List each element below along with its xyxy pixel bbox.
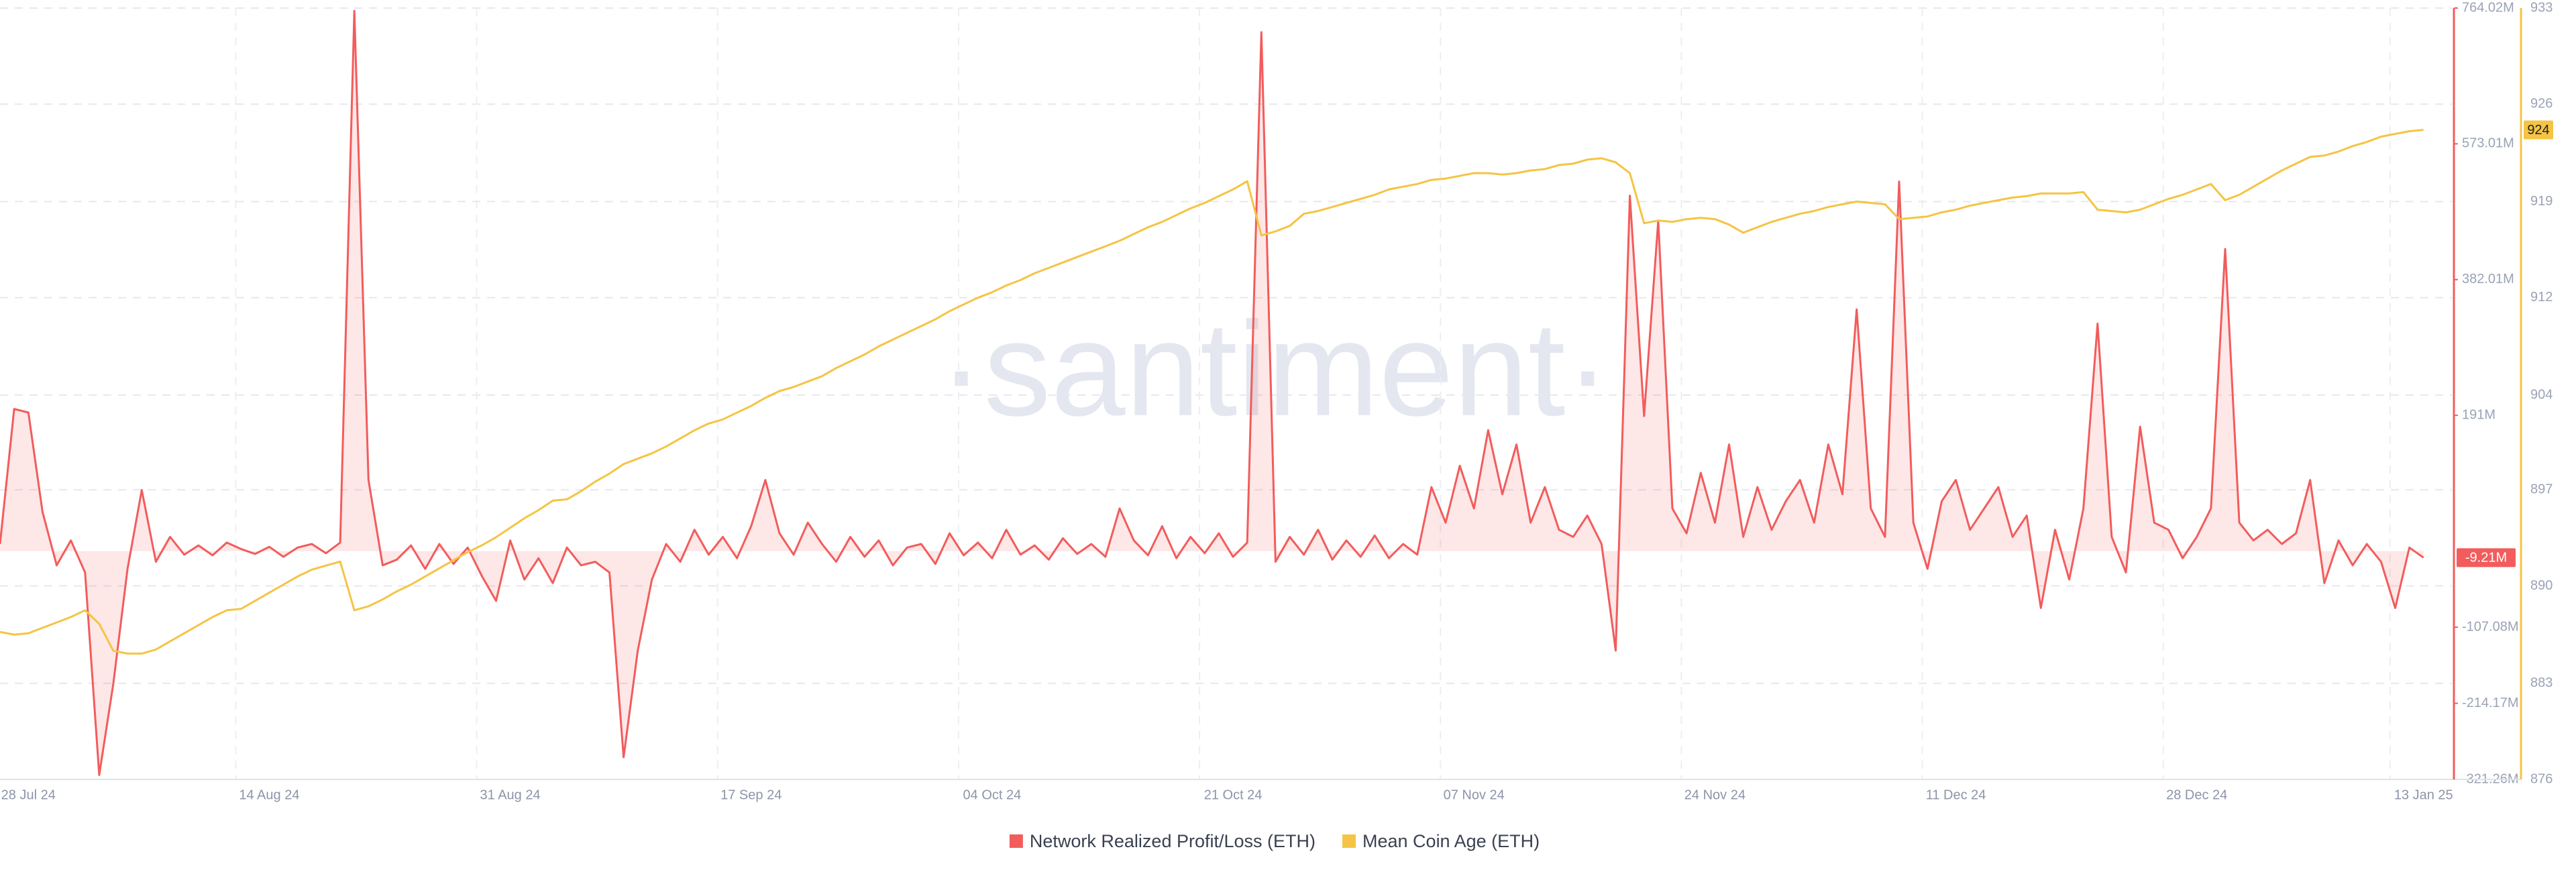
x-tick-label: 07 Nov 24 [1444, 787, 1505, 802]
x-tick-label: 14 Aug 24 [239, 787, 299, 802]
watermark: ·santiment· [939, 294, 1610, 444]
current-value-badge [2457, 548, 2516, 567]
legend-label: Network Realized Profit/Loss (ETH) [1030, 831, 1316, 851]
x-tick-label: 17 Sep 24 [720, 787, 782, 802]
current-value-label: -9.21M [2465, 551, 2507, 565]
y-tick-label: -107.08M [2462, 619, 2519, 634]
y2-tick-label: 904 [2530, 387, 2553, 402]
x-tick-label: 24 Nov 24 [1684, 787, 1746, 802]
legend-swatch [1009, 834, 1023, 848]
y2-tick-label: 876 [2530, 771, 2553, 786]
x-tick-label: 28 Dec 24 [2166, 787, 2227, 802]
y-tick-label: 382.01M [2462, 272, 2514, 286]
x-tick-label: 31 Aug 24 [480, 787, 541, 802]
y-tick-label: -214.17M [2462, 696, 2519, 710]
y-tick-label: 764.02M [2462, 0, 2514, 15]
x-tick-label: 11 Dec 24 [1926, 787, 1986, 802]
series-line [0, 9, 2424, 776]
y2-tick-label: 926 [2530, 97, 2553, 111]
x-tick-label: 21 Oct 24 [1204, 787, 1263, 802]
y2-tick-label: 912 [2530, 290, 2553, 305]
y-tick-label: 191M [2462, 407, 2496, 422]
legend: Network Realized Profit/Loss (ETH) Mean C… [1009, 831, 1540, 851]
legend-label: Mean Coin Age (ETH) [1362, 831, 1540, 851]
x-tick-label: 28 Jul 24 [1, 787, 56, 802]
y2-tick-label: 883 [2530, 675, 2553, 690]
y2-tick-label: 933 [2530, 0, 2553, 15]
current-value-badge [2524, 120, 2553, 140]
y2-tick-label: 890 [2530, 578, 2553, 593]
y2-tick-label: 897 [2530, 482, 2553, 497]
x-tick-label: 04 Oct 24 [963, 787, 1022, 802]
current-value-label: 924 [2527, 123, 2549, 138]
series-line [0, 129, 2424, 655]
x-tick-label: 13 Jan 25 [2394, 787, 2453, 802]
y2-tick-label: 919 [2530, 194, 2553, 209]
legend-swatch [1342, 834, 1356, 848]
y-tick-label: 573.01M [2462, 136, 2514, 151]
